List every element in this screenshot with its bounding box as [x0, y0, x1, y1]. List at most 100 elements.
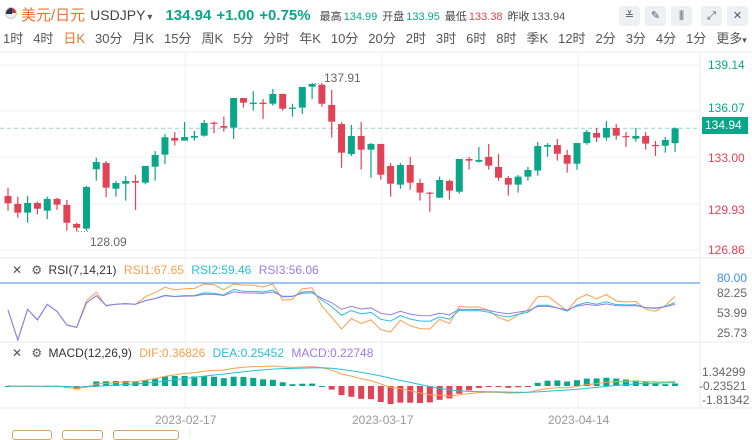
current-price-tag: 134.94: [702, 117, 748, 134]
candle-body: [259, 102, 267, 105]
timeframe-tab[interactable]: 12时: [558, 31, 586, 46]
pair-name[interactable]: 美元/日元: [21, 7, 86, 24]
bottom-tab-button[interactable]: [113, 430, 179, 440]
symbol-selector[interactable]: USDJPY: [90, 7, 146, 23]
candle-type-icon[interactable]: ⫼: [671, 6, 692, 26]
close-icon[interactable]: ✕: [12, 346, 23, 360]
timeframe-tab[interactable]: 2分: [595, 31, 616, 46]
rsi3-line: [7, 291, 676, 342]
rsi-axis-label: 25.73: [717, 326, 748, 340]
macd-histogram-bar: [220, 378, 227, 386]
macd-histogram-bar: [338, 386, 345, 396]
macd-histogram-bar: [573, 380, 580, 386]
timeframe-tab[interactable]: 15分: [164, 31, 192, 46]
candle-body: [63, 204, 71, 223]
macd-histogram-bar: [397, 386, 404, 403]
timeframe-tab[interactable]: 4时: [33, 31, 54, 46]
timeframe-tab[interactable]: 3时: [435, 31, 457, 46]
macd-histogram-bar: [240, 376, 247, 386]
timeframe-tab[interactable]: 日K: [63, 31, 86, 46]
candle-body: [190, 135, 198, 138]
macd-histogram-bar: [230, 376, 237, 386]
bottom-tab-button[interactable]: [12, 430, 52, 440]
macd-histogram-bar: [112, 381, 119, 386]
macd-histogram-bar: [417, 386, 424, 404]
timeframe-tab[interactable]: 更多: [716, 31, 743, 46]
timeframe-tab[interactable]: 2时: [405, 31, 426, 46]
rsi2-value: RSI2:59.46: [191, 263, 252, 277]
rsi1-value: RSI1:67.65: [123, 263, 184, 277]
candle-body: [200, 123, 208, 136]
candle-body: [524, 170, 532, 177]
low-value: 133.38: [468, 11, 503, 23]
more-menu[interactable]: 更多▾: [716, 31, 747, 49]
macd-histogram-bar: [122, 380, 129, 386]
candle-body: [612, 127, 620, 136]
timeframe-tab[interactable]: 1分: [686, 31, 707, 46]
chevron-down-icon[interactable]: ▾: [742, 35, 747, 45]
candle-body: [504, 177, 512, 185]
price-axis-label: 129.93: [708, 203, 745, 217]
macd-histogram-bar: [250, 377, 257, 386]
macd-histogram-bar: [436, 386, 443, 400]
candle-body: [82, 187, 90, 229]
timeframe-tab[interactable]: 10分: [330, 31, 359, 46]
close-icon[interactable]: ✕: [727, 6, 748, 26]
settings-icon[interactable]: ⚙: [31, 263, 43, 277]
macd-histogram-bar: [181, 375, 188, 386]
candle-body: [436, 179, 444, 198]
timeframe-tab[interactable]: 3分: [625, 31, 646, 46]
settings-icon[interactable]: ⚙: [31, 346, 43, 360]
timeframe-tab[interactable]: 月K: [132, 31, 155, 46]
bottom-tab-button[interactable]: [62, 430, 103, 440]
expand-icon[interactable]: ⤢: [701, 6, 722, 26]
macd-histogram-bar: [309, 383, 316, 386]
macd-axis-label: -1.81342: [702, 393, 750, 407]
macd-histogram-bar: [358, 386, 365, 399]
candle-body: [632, 135, 640, 139]
dea-line: [7, 367, 676, 393]
timeframe-tab[interactable]: 8时: [496, 31, 517, 46]
close-icon[interactable]: ✕: [12, 263, 23, 277]
timeframe-tab[interactable]: 周K: [201, 31, 224, 46]
candle-body: [14, 203, 22, 213]
timeframe-tab[interactable]: 30分: [95, 31, 123, 46]
draw-icon[interactable]: ✎: [645, 6, 666, 26]
timeframe-tab[interactable]: 4分: [655, 31, 677, 46]
chevron-down-icon[interactable]: ▾: [147, 12, 153, 23]
candle-body: [298, 86, 306, 108]
candle-body: [475, 159, 483, 162]
timeframe-tab[interactable]: 20分: [368, 31, 396, 46]
candle-body: [661, 140, 669, 146]
candle-body: [239, 97, 247, 103]
price-axis-label: 133.00: [708, 151, 745, 165]
timeframe-tab[interactable]: 6时: [466, 31, 487, 46]
candle-body: [377, 143, 385, 175]
price-axis-label: 126.86: [708, 243, 745, 257]
macd-histogram-bar: [289, 384, 296, 386]
macd-histogram-bar: [426, 386, 433, 403]
macd-histogram-bar: [466, 386, 473, 391]
macd-header: ✕ ⚙ MACD(12,26,9) DIF:0.36826 DEA:0.2545…: [12, 346, 373, 360]
indicator-icon[interactable]: ≚: [619, 6, 640, 26]
macd-histogram-bar: [524, 386, 531, 387]
candle-body: [602, 127, 610, 138]
timeframe-tab[interactable]: 5分: [233, 31, 254, 46]
timeframe-tab[interactable]: 分时: [263, 31, 290, 46]
candle-body: [171, 137, 179, 141]
timeframe-tab[interactable]: 年K: [299, 31, 321, 46]
max-price-label: 137.91: [324, 71, 361, 85]
timeframe-tab[interactable]: 季K: [526, 31, 549, 46]
candle-body: [141, 165, 149, 183]
date-label: 2023-04-14: [548, 413, 610, 427]
candle-body: [230, 97, 238, 128]
candle-body: [583, 132, 591, 144]
macd-axis-label: -0.23521: [699, 379, 747, 393]
timeframe-tab[interactable]: 1时: [3, 31, 24, 46]
candle-body: [347, 135, 355, 155]
macd-histogram-bar: [632, 380, 639, 386]
candle-body: [73, 223, 81, 228]
macd-histogram-bar: [544, 380, 551, 386]
macd-histogram-bar: [515, 386, 522, 388]
